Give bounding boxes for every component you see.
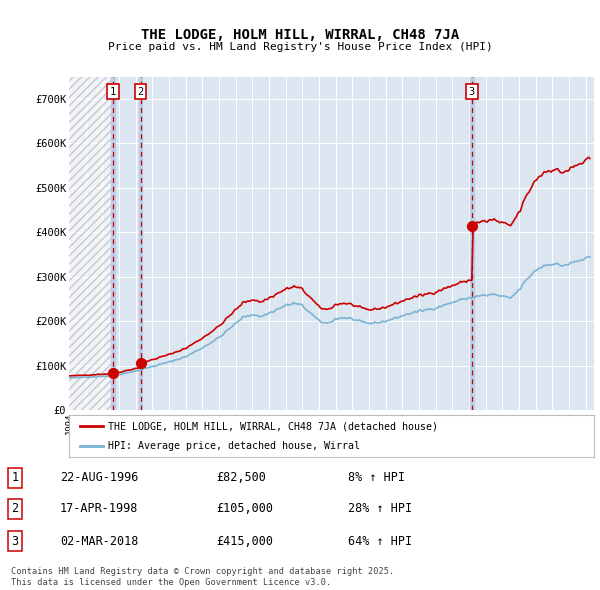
Text: 3: 3	[469, 87, 475, 97]
Text: 1: 1	[11, 471, 19, 484]
Text: Price paid vs. HM Land Registry's House Price Index (HPI): Price paid vs. HM Land Registry's House …	[107, 42, 493, 52]
Text: £415,000: £415,000	[216, 535, 273, 548]
Text: 02-MAR-2018: 02-MAR-2018	[60, 535, 139, 548]
Text: Contains HM Land Registry data © Crown copyright and database right 2025.
This d: Contains HM Land Registry data © Crown c…	[11, 568, 394, 586]
Text: 8% ↑ HPI: 8% ↑ HPI	[348, 471, 405, 484]
Bar	[69, 77, 113, 410]
Text: 2: 2	[11, 502, 19, 516]
Bar	[139, 77, 142, 410]
Text: 64% ↑ HPI: 64% ↑ HPI	[348, 535, 412, 548]
Text: £82,500: £82,500	[216, 471, 266, 484]
Text: HPI: Average price, detached house, Wirral: HPI: Average price, detached house, Wirr…	[109, 441, 361, 451]
Text: 2: 2	[137, 87, 143, 97]
Text: £105,000: £105,000	[216, 502, 273, 516]
Bar	[111, 77, 115, 410]
Text: 17-APR-1998: 17-APR-1998	[60, 502, 139, 516]
Bar	[470, 77, 474, 410]
Text: THE LODGE, HOLM HILL, WIRRAL, CH48 7JA: THE LODGE, HOLM HILL, WIRRAL, CH48 7JA	[141, 28, 459, 42]
Text: THE LODGE, HOLM HILL, WIRRAL, CH48 7JA (detached house): THE LODGE, HOLM HILL, WIRRAL, CH48 7JA (…	[109, 421, 439, 431]
Text: 22-AUG-1996: 22-AUG-1996	[60, 471, 139, 484]
Text: 3: 3	[11, 535, 19, 548]
Text: 1: 1	[110, 87, 116, 97]
Text: 28% ↑ HPI: 28% ↑ HPI	[348, 502, 412, 516]
